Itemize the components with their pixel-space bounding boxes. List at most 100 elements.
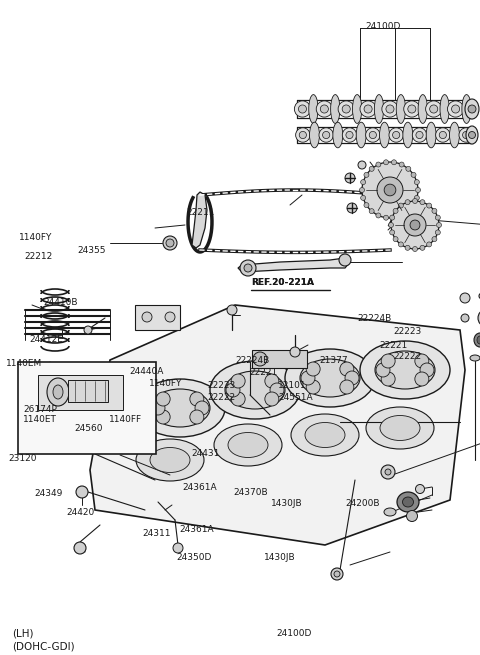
Circle shape [381, 465, 395, 479]
Circle shape [432, 208, 437, 214]
Circle shape [231, 374, 245, 388]
Circle shape [406, 166, 411, 172]
Circle shape [412, 246, 418, 252]
Text: 22221: 22221 [250, 368, 278, 377]
Text: 24410B: 24410B [43, 298, 78, 307]
Ellipse shape [375, 351, 435, 389]
Circle shape [377, 177, 403, 203]
Text: 24100D: 24100D [365, 22, 400, 31]
Ellipse shape [47, 378, 69, 406]
Ellipse shape [291, 414, 359, 456]
Ellipse shape [403, 497, 413, 507]
Circle shape [385, 469, 391, 475]
Text: 1430JB: 1430JB [264, 553, 296, 563]
Text: 23120: 23120 [9, 454, 37, 463]
Circle shape [369, 132, 376, 139]
Circle shape [339, 254, 351, 266]
Circle shape [151, 401, 165, 415]
Circle shape [411, 202, 416, 208]
Circle shape [386, 105, 394, 113]
Circle shape [244, 264, 252, 272]
Ellipse shape [450, 122, 459, 148]
Text: 24349: 24349 [35, 489, 63, 498]
Circle shape [468, 132, 476, 138]
Circle shape [393, 132, 400, 139]
Circle shape [270, 383, 284, 397]
Circle shape [331, 568, 343, 580]
Ellipse shape [374, 94, 384, 123]
Ellipse shape [465, 99, 479, 119]
Circle shape [195, 401, 209, 415]
Circle shape [406, 209, 411, 214]
Ellipse shape [474, 333, 480, 347]
Circle shape [408, 105, 416, 113]
Ellipse shape [380, 122, 389, 148]
Ellipse shape [366, 407, 434, 449]
Circle shape [342, 128, 357, 142]
Circle shape [376, 162, 381, 167]
Text: 22222: 22222 [207, 393, 236, 402]
Text: 24355: 24355 [78, 246, 106, 255]
Circle shape [420, 246, 425, 250]
Ellipse shape [356, 122, 366, 148]
Ellipse shape [384, 508, 396, 516]
Circle shape [294, 101, 311, 117]
Circle shape [316, 101, 333, 117]
Text: REF.20-221A: REF.20-221A [251, 278, 314, 287]
Circle shape [427, 242, 432, 247]
Ellipse shape [210, 361, 300, 419]
Ellipse shape [397, 492, 419, 512]
Text: 22224B: 22224B [235, 356, 269, 365]
Text: 26174P: 26174P [23, 405, 57, 414]
Text: 22223: 22223 [207, 381, 236, 390]
Polygon shape [388, 195, 408, 235]
Bar [68, 380, 108, 402]
Circle shape [320, 105, 328, 113]
Ellipse shape [426, 122, 436, 148]
Ellipse shape [214, 424, 282, 466]
Circle shape [399, 213, 404, 218]
Circle shape [190, 410, 204, 424]
Text: 24370B: 24370B [234, 488, 268, 497]
Circle shape [447, 101, 464, 117]
Circle shape [407, 510, 418, 521]
Circle shape [290, 347, 300, 357]
Circle shape [439, 132, 446, 139]
Bar [18, 362, 156, 454]
Text: 24420: 24420 [66, 508, 95, 517]
Circle shape [362, 162, 418, 218]
Circle shape [231, 392, 245, 406]
Text: REF.20-221A: REF.20-221A [252, 278, 314, 288]
Circle shape [398, 242, 403, 247]
Circle shape [399, 162, 404, 167]
Bar [38, 375, 123, 410]
Text: 1140FF: 1140FF [109, 415, 143, 424]
Circle shape [398, 203, 403, 208]
Circle shape [388, 223, 394, 227]
Text: 1140FY: 1140FY [149, 379, 182, 388]
Text: 24361A: 24361A [182, 483, 217, 493]
Circle shape [360, 195, 366, 200]
Ellipse shape [333, 122, 343, 148]
Ellipse shape [331, 94, 340, 123]
Circle shape [364, 172, 369, 178]
Ellipse shape [310, 122, 320, 148]
Circle shape [393, 208, 398, 214]
Circle shape [460, 293, 470, 303]
Circle shape [358, 161, 366, 169]
Circle shape [296, 128, 310, 142]
Circle shape [392, 215, 396, 220]
Text: 24412E: 24412E [30, 335, 64, 345]
Circle shape [384, 184, 396, 196]
Text: 1140FY: 1140FY [19, 233, 53, 242]
Text: 22221: 22221 [379, 341, 408, 350]
Circle shape [163, 236, 177, 250]
Ellipse shape [150, 447, 190, 472]
Circle shape [384, 215, 388, 220]
Text: 24200B: 24200B [346, 499, 380, 508]
Text: 24361A: 24361A [179, 525, 214, 534]
Text: 24560: 24560 [74, 424, 103, 434]
Circle shape [416, 187, 420, 193]
Circle shape [393, 236, 398, 242]
Bar [252, 350, 307, 368]
